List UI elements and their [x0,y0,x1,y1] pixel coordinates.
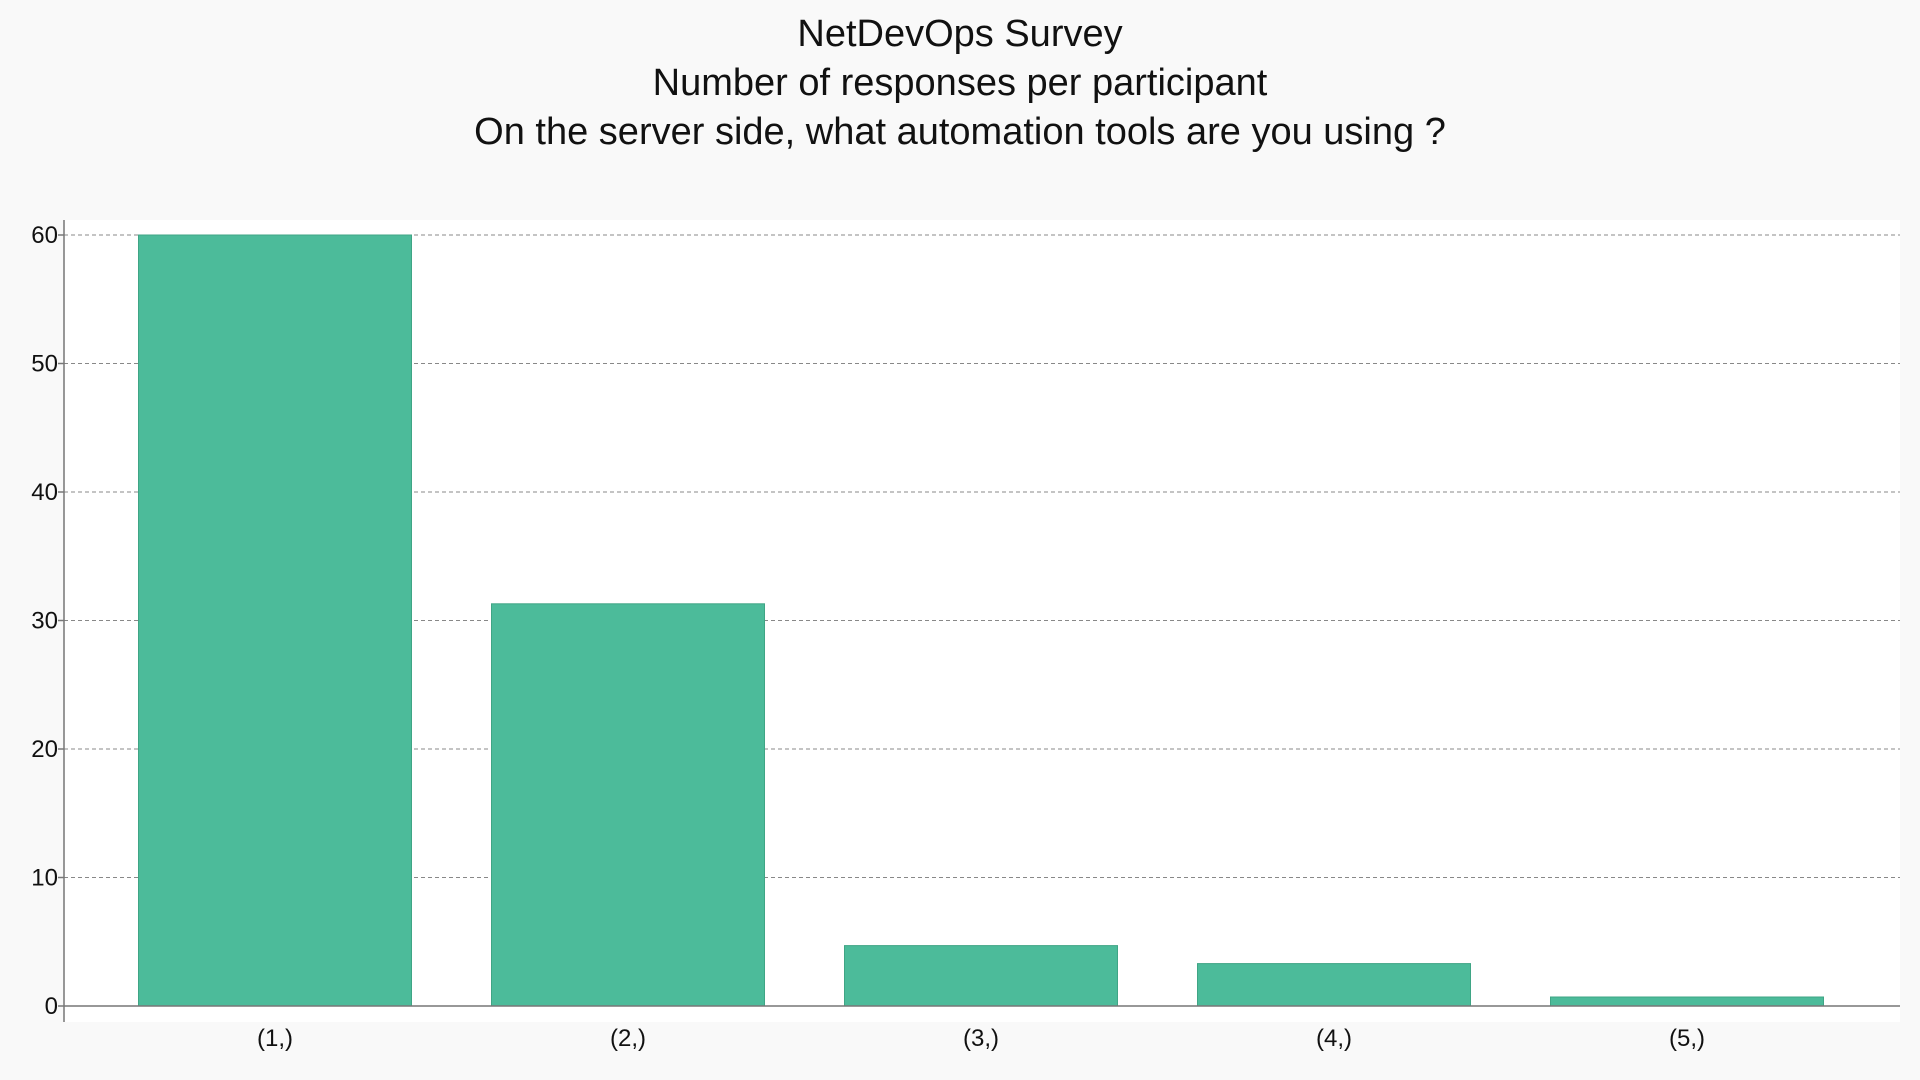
chart-title: NetDevOps Survey [797,13,1123,55]
x-tick-label: (2,) [610,1025,646,1052]
bar [844,945,1118,1007]
y-tick-label: 10 [31,865,58,892]
y-tick-label: 30 [31,608,58,635]
y-tick-label: 40 [31,479,58,506]
y-tick-label: 0 [45,993,58,1020]
x-tick-label: (4,) [1316,1025,1352,1052]
x-tick-labels: (1,) (2,) (3,) (4,) (5,) [257,1025,1705,1052]
bar [1550,996,1824,1007]
y-tick-labels: 0 10 20 30 40 50 60 [31,222,58,1020]
bars [138,234,1824,1007]
axes [58,220,1900,1022]
chart-question: On the server side, what automation tool… [474,111,1446,153]
bar [1197,963,1471,1007]
x-tick-label: (1,) [257,1025,293,1052]
x-tick-label: (3,) [963,1025,999,1052]
y-tick-label: 50 [31,351,58,378]
x-tick-label: (5,) [1669,1025,1705,1052]
y-tick-label: 20 [31,736,58,763]
chart-title-block: NetDevOps Survey Number of responses per… [0,10,1920,157]
y-tick-label: 60 [31,222,58,249]
grid-lines [64,234,1900,878]
chart-subtitle: Number of responses per participant [652,62,1268,104]
bar [138,234,412,1007]
bar [491,603,765,1007]
